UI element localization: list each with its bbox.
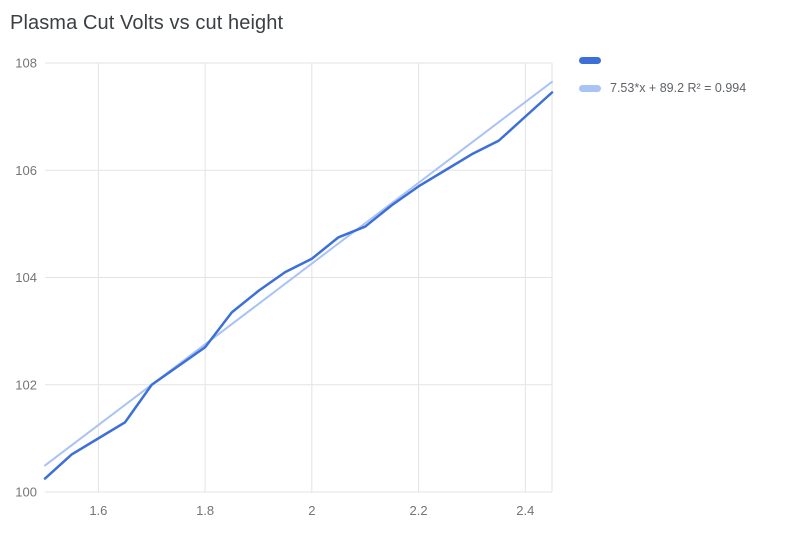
svg-text:2: 2 [308, 503, 315, 518]
svg-text:2.2: 2.2 [410, 503, 428, 518]
trendline-legend-label: 7.53*x + 89.2 R² = 0.994 [610, 81, 747, 95]
series-legend-marker [579, 57, 601, 64]
legend-item-series [579, 57, 746, 64]
svg-text:104: 104 [15, 270, 37, 285]
svg-text:106: 106 [15, 163, 37, 178]
trendline-legend-marker [579, 84, 601, 92]
legend-item-trendline: 7.53*x + 89.2 R² = 0.994 [579, 81, 746, 95]
legend: 7.53*x + 89.2 R² = 0.994 [579, 57, 746, 95]
chart-title: Plasma Cut Volts vs cut height [10, 12, 284, 34]
svg-text:2.4: 2.4 [516, 503, 534, 518]
svg-text:100: 100 [15, 485, 37, 500]
svg-text:1.6: 1.6 [89, 503, 107, 518]
svg-text:102: 102 [15, 377, 37, 392]
svg-text:108: 108 [15, 56, 37, 71]
svg-text:1.8: 1.8 [196, 503, 214, 518]
